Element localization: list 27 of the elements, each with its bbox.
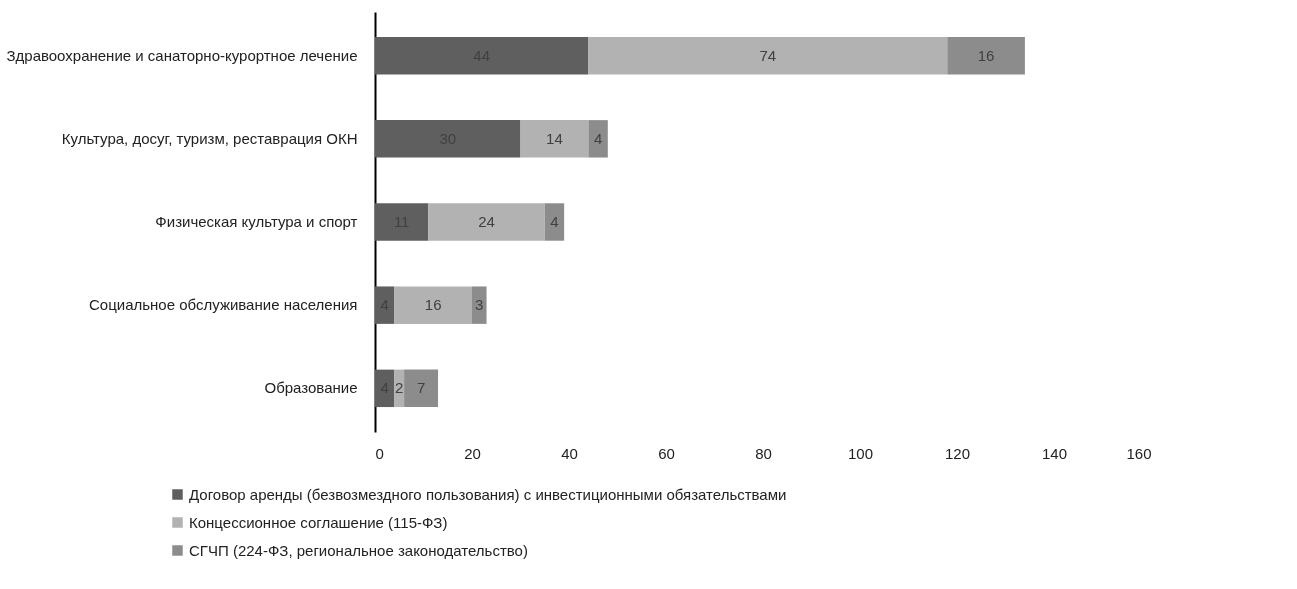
x-tick-label: 80 [755,444,772,462]
data-label: 4 [550,213,559,230]
legend-label: Договор аренды (безвозмездного пользования) с инвестиционными обязательствами [189,485,787,503]
x-tick-label: 120 [944,444,971,462]
data-label: 16 [977,46,995,64]
data-label: 2 [395,379,404,397]
x-tick-label: 100 [847,444,874,462]
y-tick-label: Здравоохранение и санаторно-курортное лечение [6,46,358,64]
x-tick-label: 0 [375,444,384,462]
data-label: 74 [759,46,777,64]
x-tick-label: 40 [561,444,578,462]
x-tick-label: 140 [1041,444,1068,462]
legend-label: СГЧП (224-ФЗ, региональное законодательство) [189,541,528,559]
data-label: 24 [478,213,495,230]
y-tick-label: Образование [264,379,358,397]
x-tick-label: 20 [464,444,481,462]
data-label: 3 [475,296,484,314]
legend-label: Концессионное соглашение (115-ФЗ) [189,513,448,531]
x-tick-label: 60 [658,444,675,462]
data-label: 4 [593,129,603,147]
y-tick-label: Физическая культура и спорт [155,213,358,230]
x-tick-label: 160 [1126,444,1152,462]
y-tick-label: Социальное обслуживание населения [89,296,358,314]
data-label: 14 [546,129,563,147]
y-tick-label: Культура, досуг, туризм, реставрация ОКН [61,129,358,147]
data-label: 16 [424,296,442,314]
data-label: 7 [416,379,426,397]
